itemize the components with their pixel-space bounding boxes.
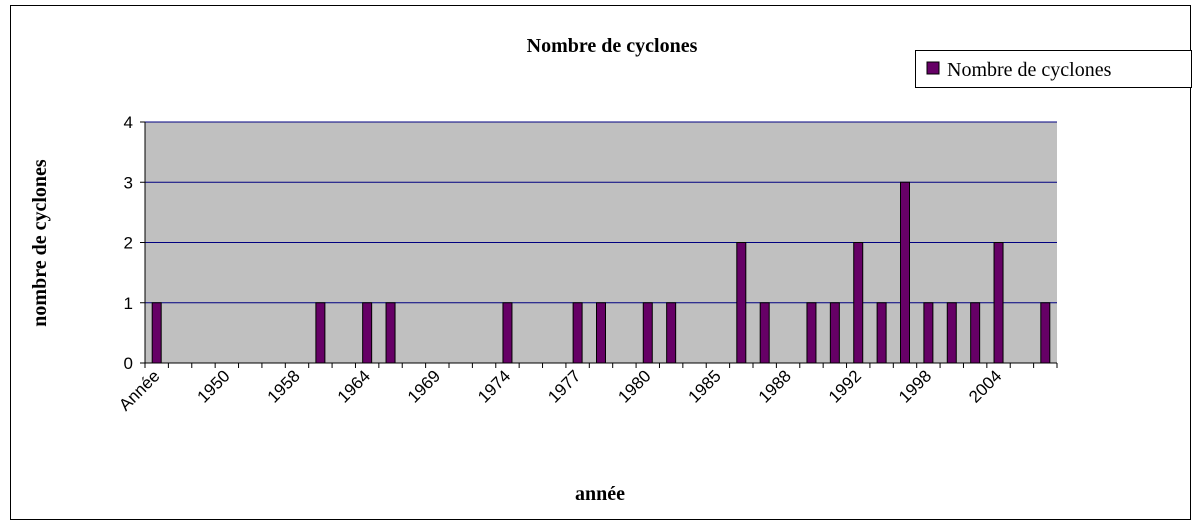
bar: [151, 302, 162, 364]
legend-box: [915, 50, 1192, 88]
legend-label: Nombre de cyclones: [947, 59, 1112, 81]
bar: [642, 302, 653, 364]
y-tick-label: 3: [124, 173, 133, 192]
bar: [315, 302, 326, 364]
bar: [993, 242, 1004, 364]
bar: [596, 302, 606, 364]
y-axis-label: nombre de cyclones: [29, 159, 51, 327]
chart-title: Nombre de cyclones: [527, 35, 698, 57]
y-tick-label: 0: [124, 354, 133, 373]
y-tick-label: 4: [124, 113, 133, 132]
bar: [970, 302, 981, 364]
bar: [666, 302, 677, 364]
y-tick-label: 2: [124, 234, 133, 253]
bar: [946, 302, 957, 364]
bar: [876, 302, 887, 364]
bar: [572, 302, 583, 364]
bar: [1040, 302, 1051, 364]
legend-swatch: [926, 61, 940, 75]
bar: [806, 302, 817, 364]
x-axis-label: année: [575, 483, 625, 505]
bar: [362, 302, 373, 364]
y-tick-label: 1: [124, 294, 133, 313]
bar: [502, 302, 513, 364]
bar: [736, 242, 747, 364]
bar: [853, 242, 864, 364]
bar: [829, 302, 840, 364]
bar: [923, 302, 934, 364]
bar: [900, 181, 910, 364]
bar: [759, 302, 770, 364]
bar: [385, 302, 396, 364]
